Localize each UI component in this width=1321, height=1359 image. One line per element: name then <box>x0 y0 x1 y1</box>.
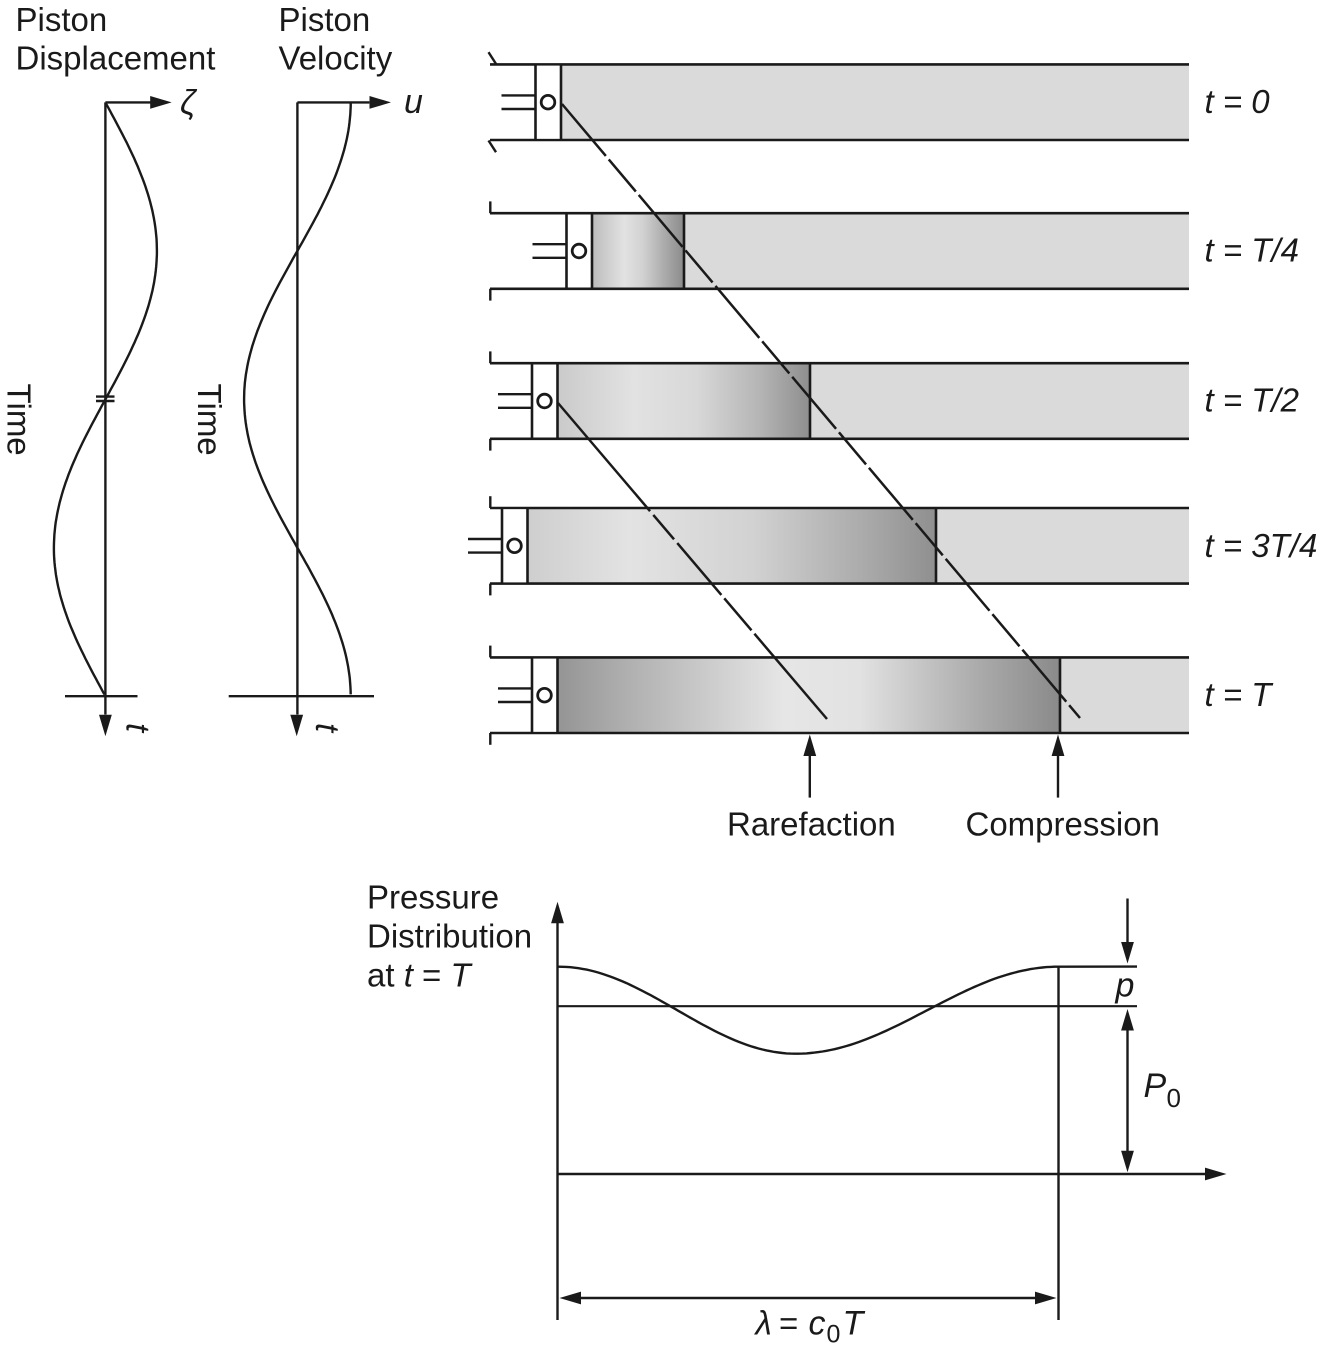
svg-text:Velocity: Velocity <box>279 40 393 77</box>
svg-text:0: 0 <box>1167 1083 1181 1113</box>
svg-text:t = T/2: t = T/2 <box>1205 382 1299 419</box>
svg-text:ζ: ζ <box>180 84 198 122</box>
svg-text:Distribution: Distribution <box>367 918 532 955</box>
svg-text:p: p <box>1115 967 1135 1005</box>
svg-text:0: 0 <box>827 1321 841 1349</box>
svg-text:Time: Time <box>1 384 38 456</box>
svg-text:Pressure: Pressure <box>367 879 499 916</box>
svg-text:c: c <box>809 1305 826 1343</box>
svg-text:=: = <box>779 1305 798 1342</box>
svg-text:at t = T: at t = T <box>367 956 473 993</box>
svg-text:Displacement: Displacement <box>16 40 216 77</box>
svg-text:Piston: Piston <box>279 1 371 38</box>
svg-text:λ: λ <box>754 1305 772 1342</box>
svg-text:t: t <box>309 723 346 734</box>
svg-text:t = T: t = T <box>1205 676 1275 713</box>
svg-text:t = T/4: t = T/4 <box>1205 232 1299 269</box>
svg-text:P: P <box>1144 1067 1167 1105</box>
svg-text:Piston: Piston <box>16 1 108 38</box>
svg-text:t = 3T/4: t = 3T/4 <box>1205 527 1318 564</box>
svg-text:Time: Time <box>191 384 228 456</box>
svg-text:t: t <box>120 723 157 734</box>
svg-text:u: u <box>404 83 423 121</box>
svg-text:T: T <box>843 1305 866 1343</box>
svg-text:Rarefaction: Rarefaction <box>727 806 896 843</box>
svg-text:t = 0: t = 0 <box>1205 83 1271 120</box>
svg-text:Compression: Compression <box>966 806 1160 843</box>
